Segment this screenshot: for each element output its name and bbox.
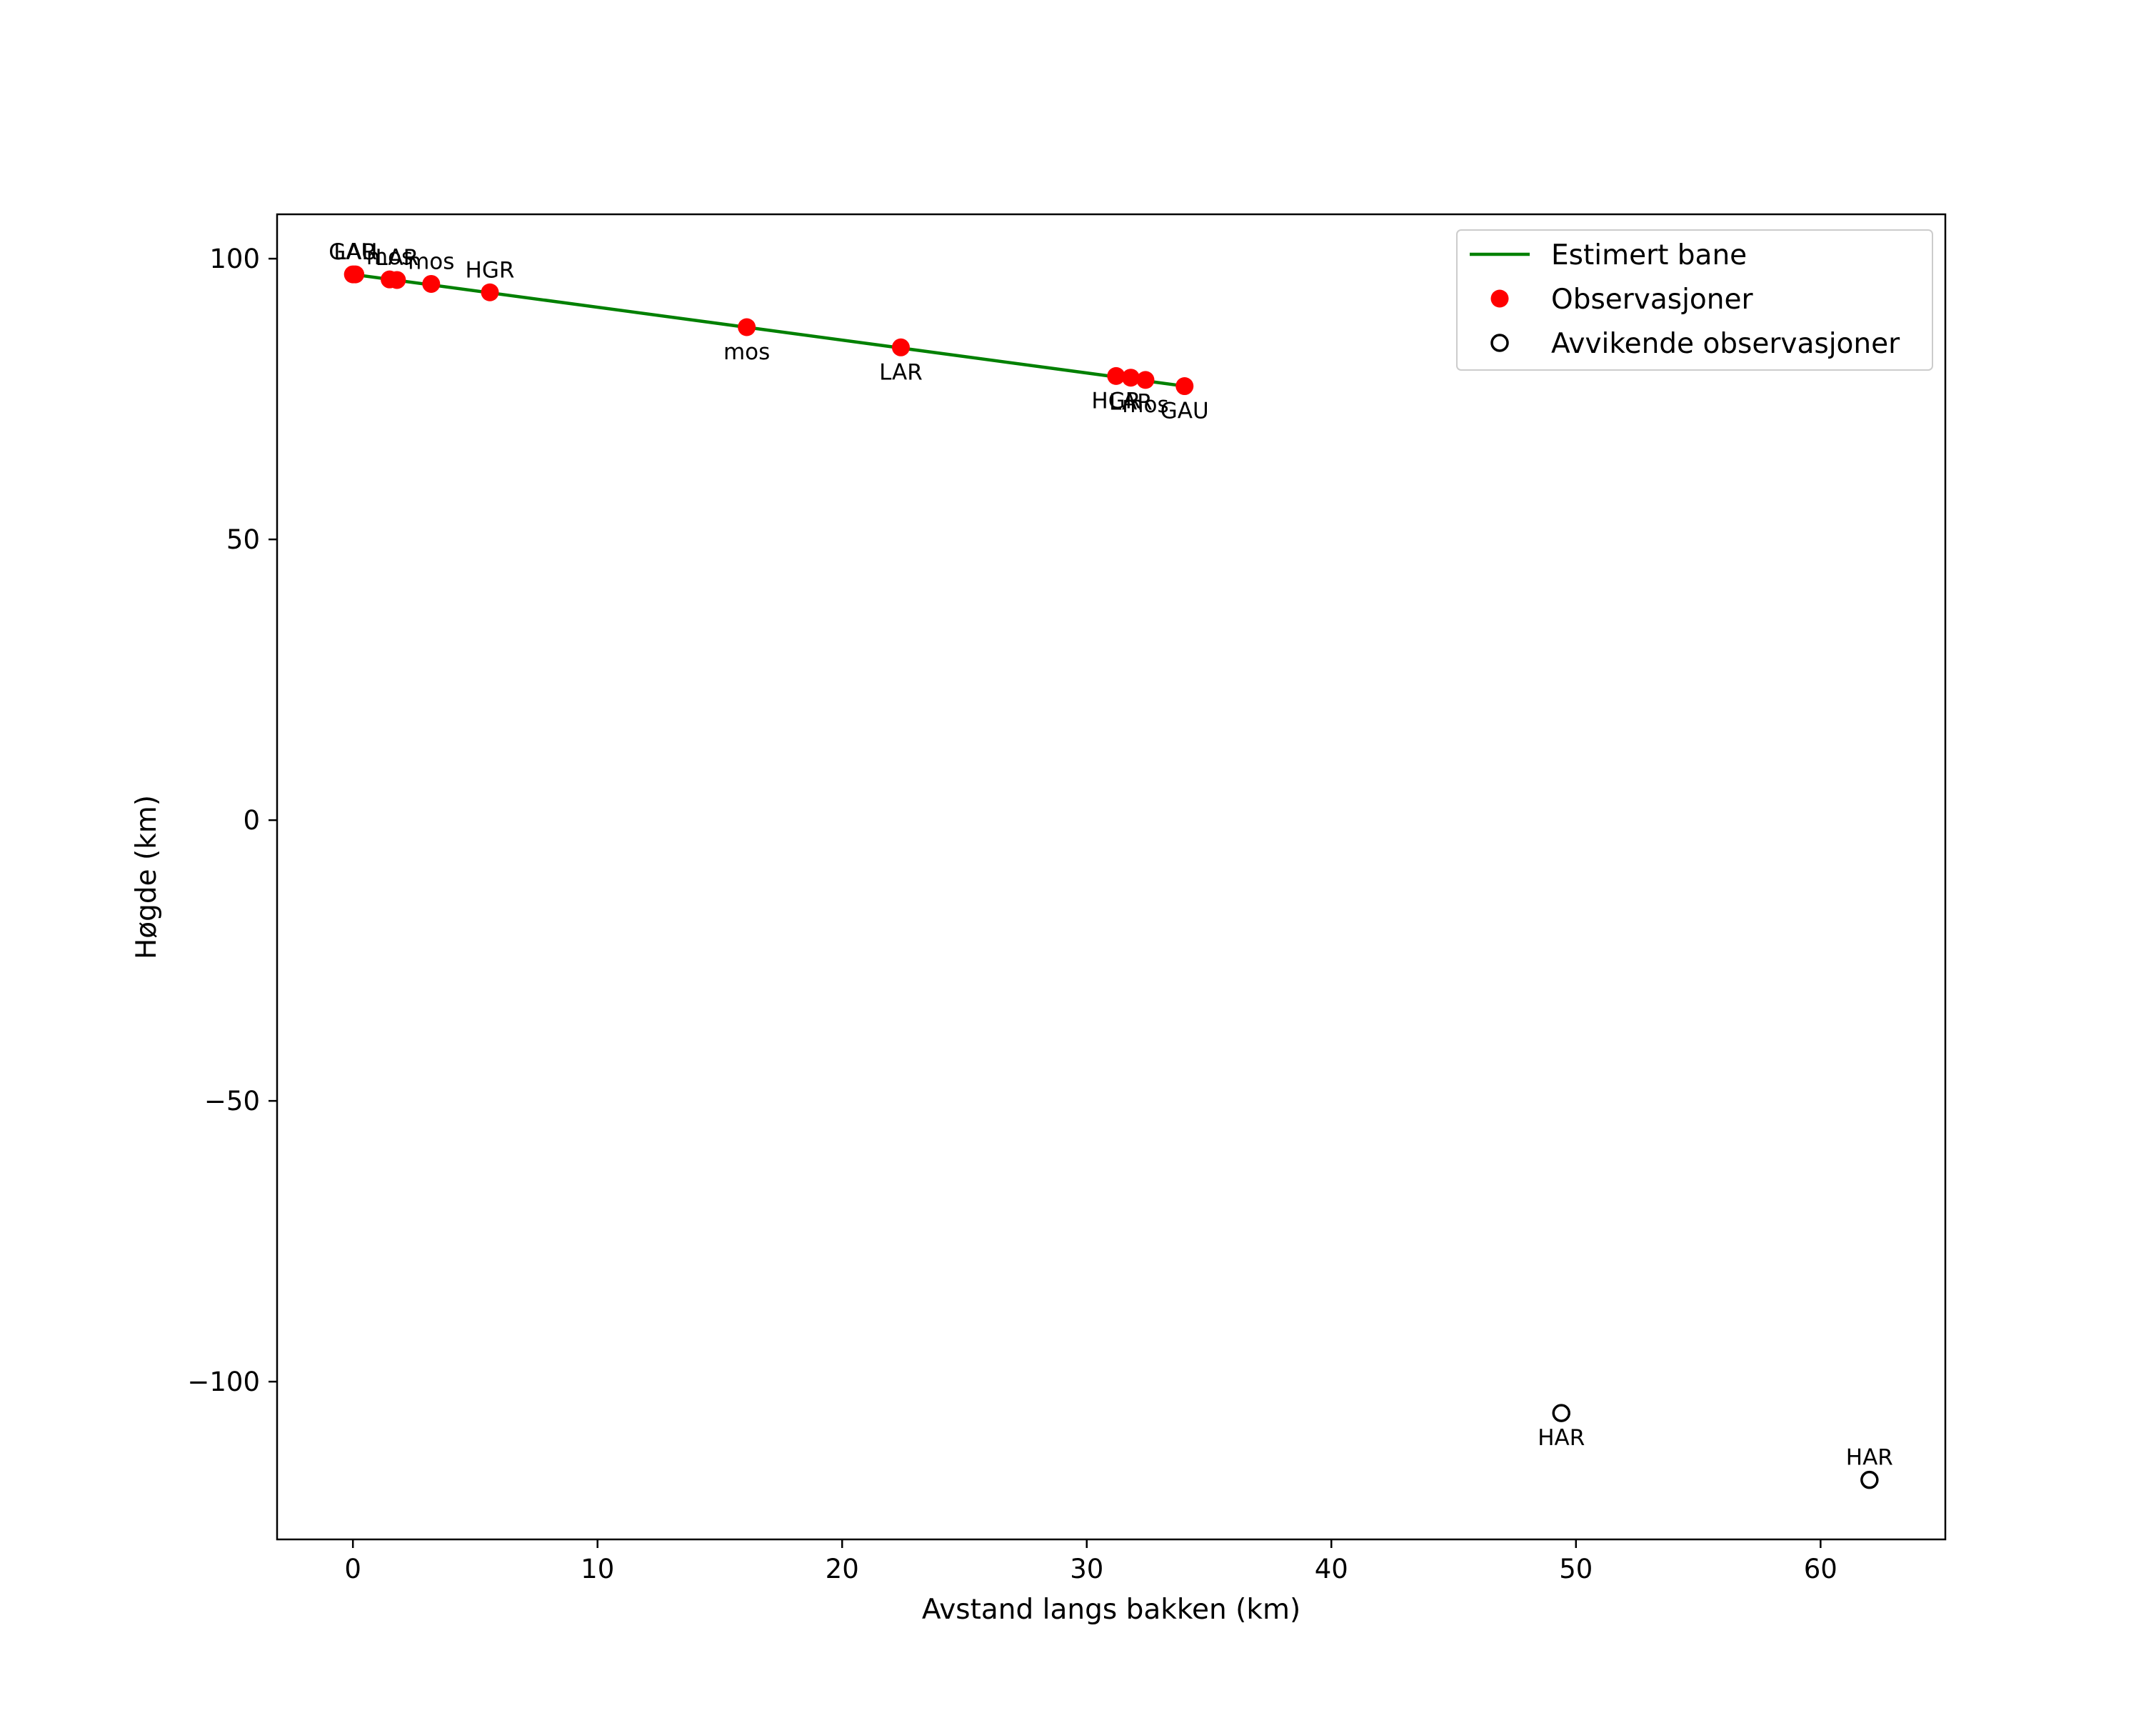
y-axis-label: Høgde (km) <box>131 795 163 959</box>
legend-observation-swatch <box>1490 289 1509 308</box>
legend-box <box>1456 229 1933 371</box>
observation-label: mos <box>723 339 770 365</box>
x-tick-label: 50 <box>1559 1554 1593 1584</box>
observation-point <box>388 271 406 289</box>
y-tick-label: 50 <box>226 524 260 555</box>
observation-point <box>891 338 910 356</box>
y-tick-label: −50 <box>204 1086 260 1117</box>
plot-frame <box>276 213 1947 1541</box>
observation-label: LAR <box>879 359 923 385</box>
observation-point <box>1175 377 1194 396</box>
observation-point <box>738 318 756 336</box>
observation-point <box>1121 369 1140 387</box>
legend-entry-label: Avvikende observasjoner <box>1551 328 1900 360</box>
x-tick-label: 40 <box>1315 1554 1348 1584</box>
outlier-point <box>1860 1470 1879 1489</box>
legend-entry-label: Observasjoner <box>1551 284 1754 316</box>
y-tick-label: −100 <box>187 1367 260 1397</box>
x-tick-label: 60 <box>1804 1554 1837 1584</box>
observation-point <box>346 265 365 284</box>
observation-label: mos <box>1122 392 1168 418</box>
observation-label: LAR <box>375 245 418 271</box>
x-tick-label: 30 <box>1070 1554 1103 1584</box>
outlier-label: HAR <box>1846 1445 1893 1471</box>
outlier-label: HAR <box>1538 1425 1585 1451</box>
legend: Estimert bane Observasjoner Avvikende obse… <box>1456 229 1933 371</box>
observation-label: GAU <box>329 239 377 265</box>
axis-ticks: 0 10 20 30 40 50 60 100 50 0 −50 −100 <box>187 244 1837 1584</box>
observation-label: HGR <box>466 257 515 283</box>
observation-label: mos <box>408 249 454 274</box>
legend-entry-label: Estimert bane <box>1551 239 1747 271</box>
legend-outlier-swatch <box>1490 334 1509 352</box>
x-tick-label: 10 <box>581 1554 614 1584</box>
y-tick-label: 0 <box>243 805 260 836</box>
observation-label: mos <box>366 244 413 270</box>
observation-point <box>481 283 499 301</box>
observation-point <box>1107 366 1125 385</box>
observation-label: LAR <box>1109 390 1153 416</box>
observation-label: HGR <box>1091 388 1140 414</box>
observation-point <box>1136 371 1155 389</box>
observation-label: GAU <box>1160 399 1209 424</box>
x-tick-label: 0 <box>344 1554 361 1584</box>
outlier-point <box>1552 1404 1570 1422</box>
observation-label: LAR <box>334 239 377 265</box>
x-tick-label: 20 <box>826 1554 859 1584</box>
y-tick-label: 100 <box>209 244 260 274</box>
observation-point <box>422 274 441 293</box>
x-axis-label: Avstand langs bakken (km) <box>922 1594 1300 1626</box>
